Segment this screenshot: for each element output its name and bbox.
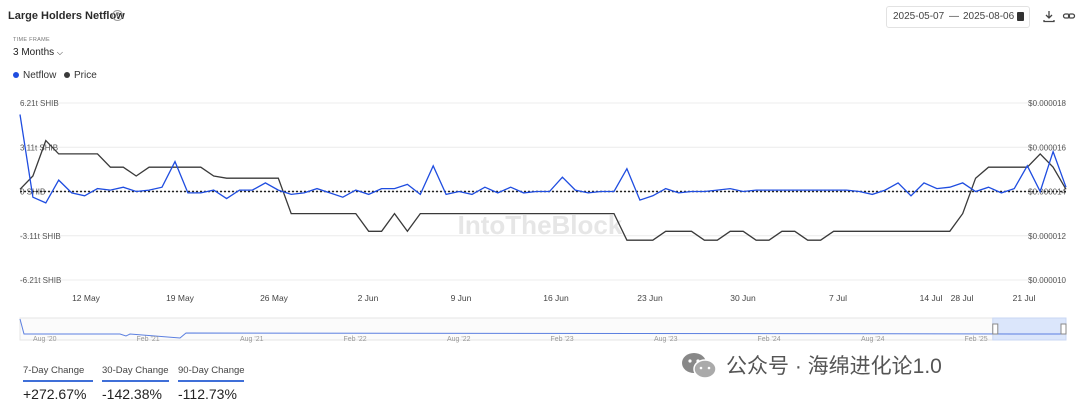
y-right-tick-label: $0.000016: [1028, 143, 1066, 152]
timeframe-label: TIME FRAME: [13, 37, 50, 43]
change-30d-underline: [102, 380, 169, 382]
change-90d-label[interactable]: 90-Day Change: [178, 365, 245, 376]
navigator-label: Feb '21: [137, 336, 160, 343]
y-left-tick-label: -3.11t SHIB: [20, 232, 61, 241]
legend-price-label[interactable]: Price: [74, 70, 97, 81]
legend-netflow-label[interactable]: Netflow: [23, 70, 57, 81]
timeframe-select[interactable]: 3 Months ⌵: [13, 47, 63, 58]
x-tick-label: 2 Jun: [358, 293, 379, 303]
navigator-label: Feb '22: [344, 336, 367, 343]
y-right-tick-label: $0.000014: [1028, 188, 1066, 197]
navigator-label: Aug '22: [447, 336, 471, 343]
x-tick-label: 16 Jun: [543, 293, 569, 303]
price-series-line: [19, 139, 1067, 241]
date-end: 2025-08-06: [963, 11, 1015, 22]
timeframe-value: 3 Months: [13, 47, 55, 58]
x-tick-label: 12 May: [72, 293, 101, 303]
change-7d-label[interactable]: 7-Day Change: [23, 365, 85, 376]
y-left-tick-label: 3.11t SHIB: [20, 143, 58, 152]
x-tick-label: 14 Jul: [920, 293, 943, 303]
change-7d-value: +272.67%: [23, 386, 87, 402]
date-range-picker[interactable]: 2025-05-07 — 2025-08-06: [886, 6, 1030, 28]
x-tick-label: 23 Jun: [637, 293, 663, 303]
link-icon[interactable]: [1062, 9, 1076, 23]
change-90d-value: -112.73%: [178, 386, 237, 402]
chart-title: Large Holders Netflow: [8, 10, 125, 22]
legend-netflow-dot: [13, 72, 19, 78]
navigator-label: Feb '23: [551, 336, 574, 343]
navigator-label: Aug '23: [654, 336, 678, 343]
x-tick-label: 28 Jul: [951, 293, 974, 303]
navigator-label: Aug '21: [240, 336, 264, 343]
y-left-tick-label: 6.21t SHIB: [20, 99, 59, 108]
navigator-label: Aug '20: [33, 336, 57, 343]
x-tick-label: 19 May: [166, 293, 195, 303]
calendar-icon: [1017, 12, 1024, 21]
y-left-tick-label: -6.21t SHIB: [20, 276, 61, 285]
navigator-selection: [992, 317, 1067, 341]
y-right-tick-label: $0.000018: [1028, 99, 1066, 108]
netflow-series-line: [19, 114, 1067, 204]
date-start: 2025-05-07: [893, 11, 945, 22]
change-7d-underline: [23, 380, 93, 382]
wechat-logo-icon: [681, 351, 717, 381]
change-90d-underline: [178, 380, 244, 382]
navigator-label: Feb '25: [965, 336, 988, 343]
navigator-label: Aug '24: [861, 336, 885, 343]
x-tick-label: 26 May: [260, 293, 289, 303]
range-navigator[interactable]: Aug '20 Feb '21 Aug '21 Feb '22 Aug '22 Feb '…: [0, 314, 1080, 346]
watermark-text: IntoTheBlock: [458, 210, 623, 240]
chevron-down-icon: ⌵: [56, 48, 63, 57]
navigator-handle-left[interactable]: [992, 323, 999, 335]
y-right-tick-label: $0.000010: [1028, 276, 1066, 285]
navigator-handle-right[interactable]: [1060, 323, 1067, 335]
change-30d-label[interactable]: 30-Day Change: [102, 365, 169, 376]
x-tick-label: 9 Jun: [451, 293, 472, 303]
x-tick-label: 30 Jun: [730, 293, 756, 303]
x-tick-label: 21 Jul: [1013, 293, 1036, 303]
navigator-label: Feb '24: [758, 336, 781, 343]
help-icon[interactable]: ?: [112, 10, 123, 21]
legend-price-dot: [64, 72, 70, 78]
navigator-track: [19, 317, 1067, 341]
y-right-tick-label: $0.000012: [1028, 232, 1066, 241]
date-separator: —: [949, 11, 959, 22]
change-30d-value: -142.38%: [102, 386, 162, 402]
download-icon[interactable]: [1042, 9, 1056, 23]
x-tick-label: 7 Jul: [829, 293, 847, 303]
wechat-account-text: 公众号 · 海绵进化论1.0: [726, 355, 942, 378]
navigator-series-line: [19, 318, 1067, 339]
